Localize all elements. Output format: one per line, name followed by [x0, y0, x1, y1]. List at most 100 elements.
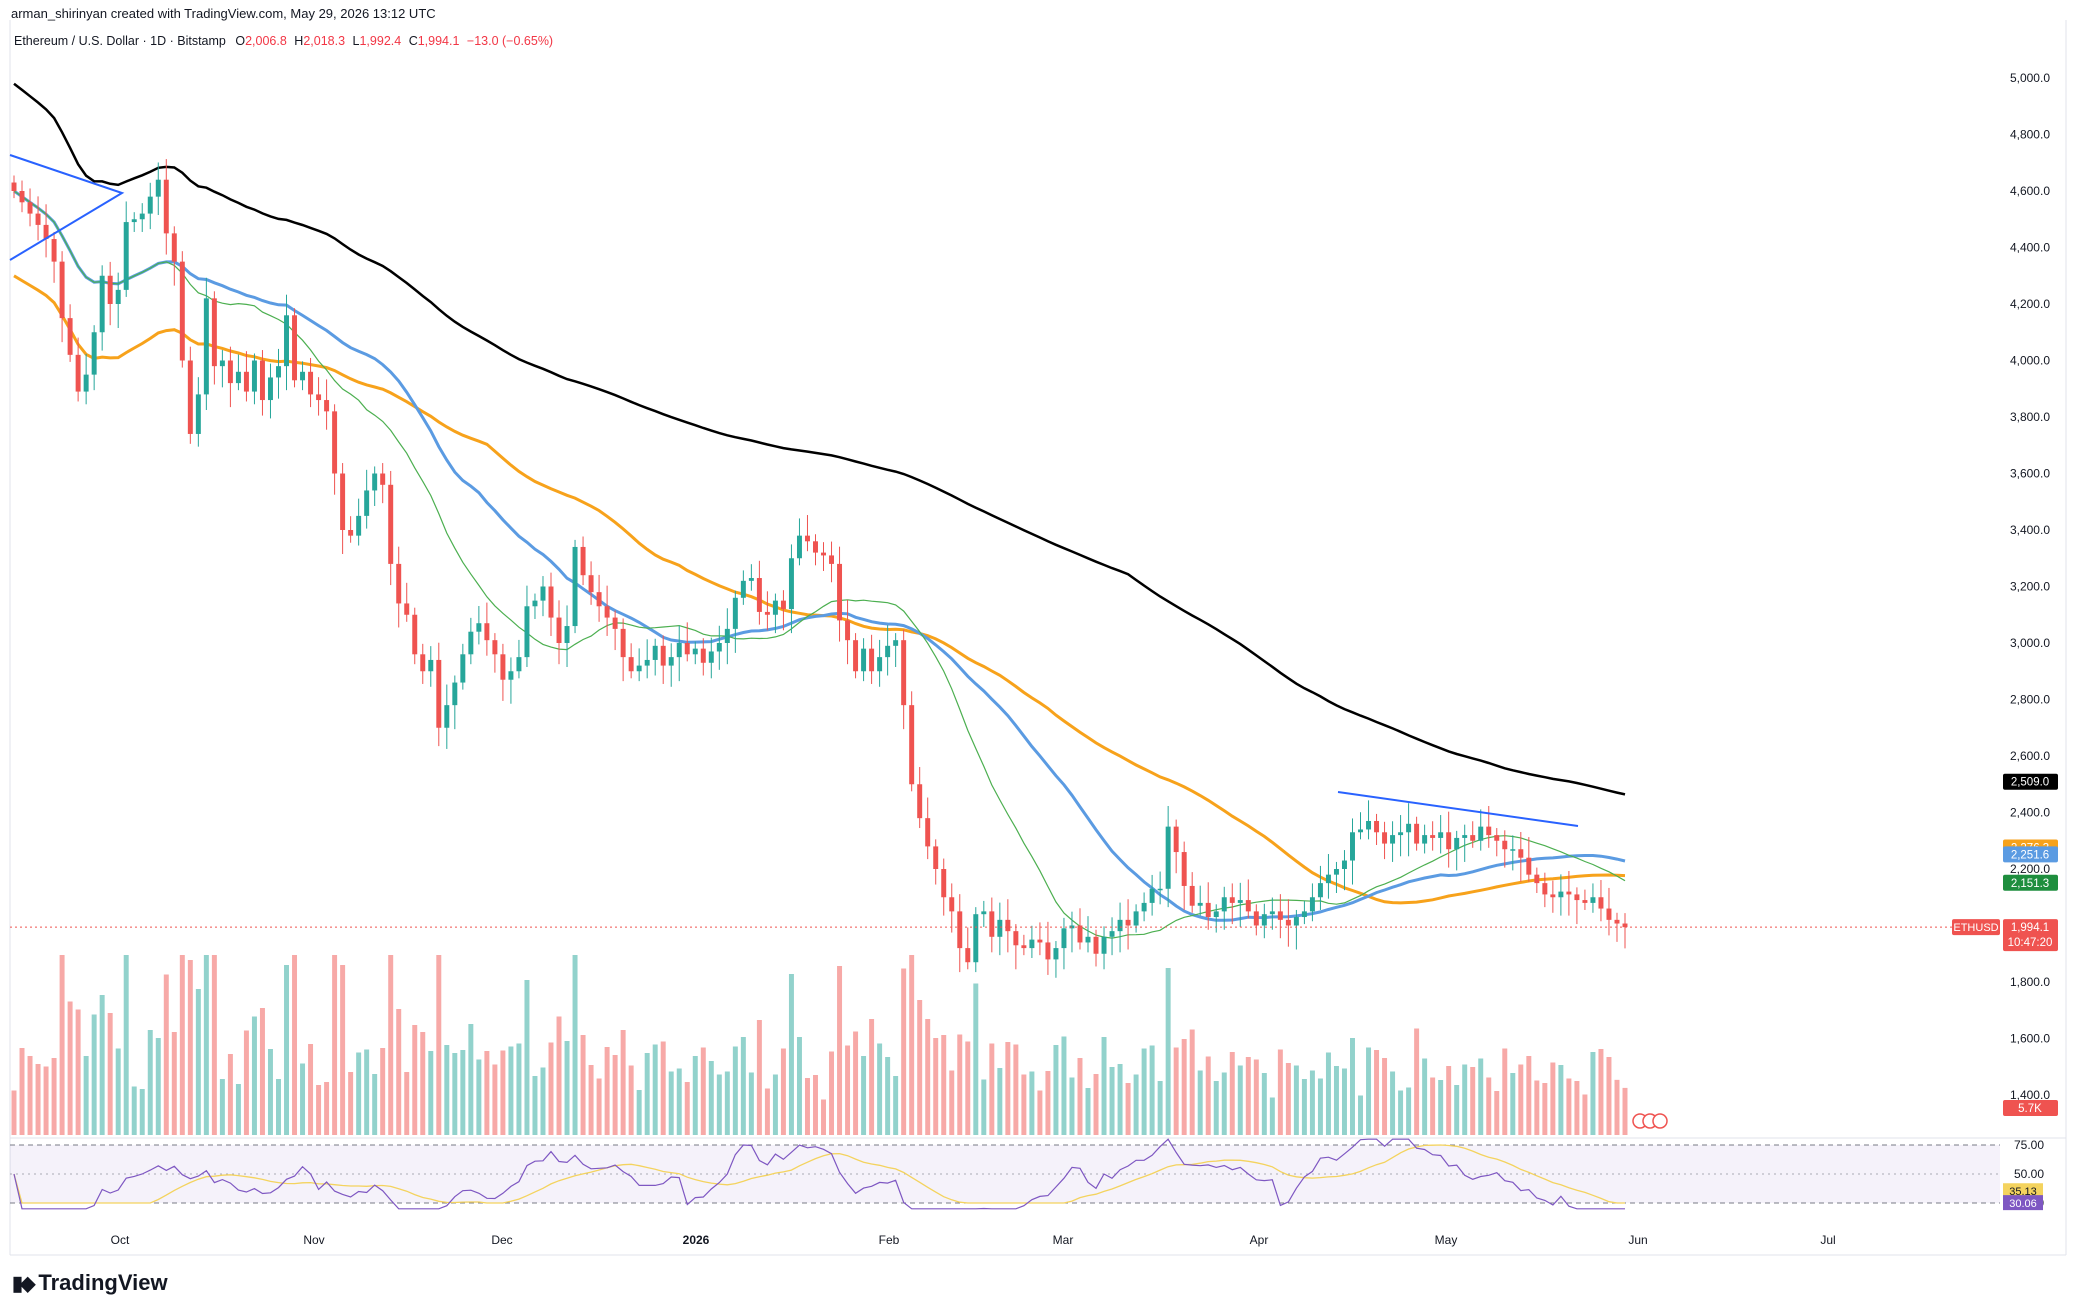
volume-bar	[284, 965, 289, 1135]
volume-bar	[27, 1056, 33, 1135]
candle-body	[1422, 835, 1428, 844]
candle-body	[1005, 919, 1011, 932]
candle-body	[243, 371, 249, 392]
moving-averages	[13, 82, 1626, 939]
candle-body	[901, 640, 907, 706]
price-tick-label: 3,200.0	[2010, 580, 2050, 594]
candle-body	[676, 643, 682, 658]
volume-bar	[716, 1074, 722, 1135]
volume-bar	[59, 955, 65, 1135]
price-tick-label: 1,600.0	[2010, 1032, 2050, 1046]
candle-body	[1350, 832, 1355, 861]
candle-body	[259, 360, 265, 401]
price-tick-label: 3,000.0	[2010, 636, 2050, 650]
candle-body	[748, 578, 754, 581]
candle-body	[756, 578, 762, 612]
candle-body	[460, 654, 466, 683]
candle-body	[845, 620, 851, 641]
volume-bar	[997, 1068, 1003, 1135]
candle-body	[1574, 894, 1580, 901]
volume-bar	[364, 1049, 370, 1135]
trendlines	[9, 154, 1579, 827]
candle-body	[292, 315, 298, 381]
time-tick-label: 2026	[683, 1233, 710, 1247]
volume-bar	[564, 1041, 570, 1135]
symbol-title[interactable]: Ethereum / U.S. Dollar · 1D · Bitstamp	[14, 34, 226, 48]
price-axis[interactable]: 5,000.0 4,800.0 4,600.0 4,400.0 4,200.0 4,000…	[2010, 71, 2050, 1102]
candle-body	[1606, 908, 1612, 920]
rsi-ma-label: 30.06	[2009, 1198, 2037, 1210]
volume-bar	[933, 1038, 939, 1135]
candle-body	[540, 586, 546, 601]
candle-body	[620, 628, 626, 658]
ohlc-high-label: H	[294, 34, 304, 48]
volume-bar	[877, 1043, 883, 1135]
candle-body	[853, 640, 859, 672]
rsi-value-tag	[2003, 1183, 2043, 1199]
volume-bar	[1301, 1079, 1307, 1135]
candle-body	[716, 643, 722, 652]
time-tick-label: Apr	[1250, 1233, 1269, 1247]
volume-bar	[115, 1048, 121, 1135]
volume-bar	[1518, 1064, 1524, 1135]
volume-bar	[1414, 1028, 1420, 1135]
volume-bar	[893, 1076, 899, 1135]
volume-bar	[740, 1037, 746, 1135]
flag-icon	[1652, 1113, 1668, 1129]
candle-body	[1358, 829, 1363, 833]
volume-bar	[620, 1030, 626, 1135]
volume-bar	[580, 1035, 586, 1135]
volume-bar	[965, 1041, 971, 1135]
candle-body	[227, 360, 233, 384]
candle-body	[1454, 837, 1460, 850]
volume-bar	[1013, 1044, 1019, 1135]
price-tick-label: 5,000.0	[2010, 71, 2050, 85]
volume-bar	[756, 1020, 762, 1135]
volume-bar	[1341, 1068, 1347, 1135]
candle-body	[1221, 897, 1227, 912]
candle-body	[1502, 840, 1508, 850]
symbol-tag-label: ETHUSD	[1953, 922, 1998, 934]
volume-bar	[1093, 1074, 1099, 1135]
volume-bar	[1269, 1097, 1275, 1135]
ma-black-line	[13, 82, 1626, 796]
price-tag	[2003, 773, 2058, 790]
volume-bar	[813, 1075, 818, 1135]
candle-body	[1245, 900, 1251, 912]
volume-bar	[316, 1085, 322, 1135]
candle-body	[1085, 936, 1091, 943]
volume-bar	[925, 1019, 931, 1135]
price-tick-label: 2,800.0	[2010, 693, 2050, 707]
candle-body	[428, 659, 434, 672]
candle-body	[644, 659, 650, 666]
candle-body	[796, 535, 802, 559]
candle-body	[59, 261, 65, 319]
candle-body	[532, 600, 538, 607]
candle-body	[139, 213, 145, 220]
volume-bar	[1333, 1066, 1339, 1135]
volume-bar	[35, 1064, 41, 1135]
candle-body	[1269, 911, 1275, 915]
candle-body	[1157, 888, 1163, 891]
chart-credit: arman_shirinyan created with TradingView…	[11, 6, 436, 21]
rsi-ma-tag	[2003, 1195, 2043, 1211]
ohlc-open-value: 2,006.8	[245, 34, 287, 48]
candle-body	[1325, 874, 1331, 884]
volume-bar	[829, 1051, 835, 1135]
volume-tag	[2003, 1100, 2058, 1116]
volume-bar	[1261, 1073, 1267, 1135]
tradingview-logo-icon: ▮◆	[12, 1272, 35, 1295]
volume-bar	[636, 1090, 642, 1135]
candle-body	[829, 555, 835, 564]
candle-body	[933, 846, 939, 869]
volume-bar	[1053, 1045, 1059, 1135]
volume-bar	[1181, 1039, 1187, 1135]
volume-bar	[981, 1079, 987, 1135]
time-axis[interactable]: Oct Nov Dec 2026 Feb Mar Apr May Jun Jul	[111, 1233, 1836, 1247]
volume-bar	[1398, 1090, 1404, 1135]
volume-bar	[324, 1082, 330, 1135]
volume-bar	[1285, 1063, 1291, 1135]
ma-green-line	[13, 190, 1626, 939]
candle-body	[11, 182, 17, 191]
